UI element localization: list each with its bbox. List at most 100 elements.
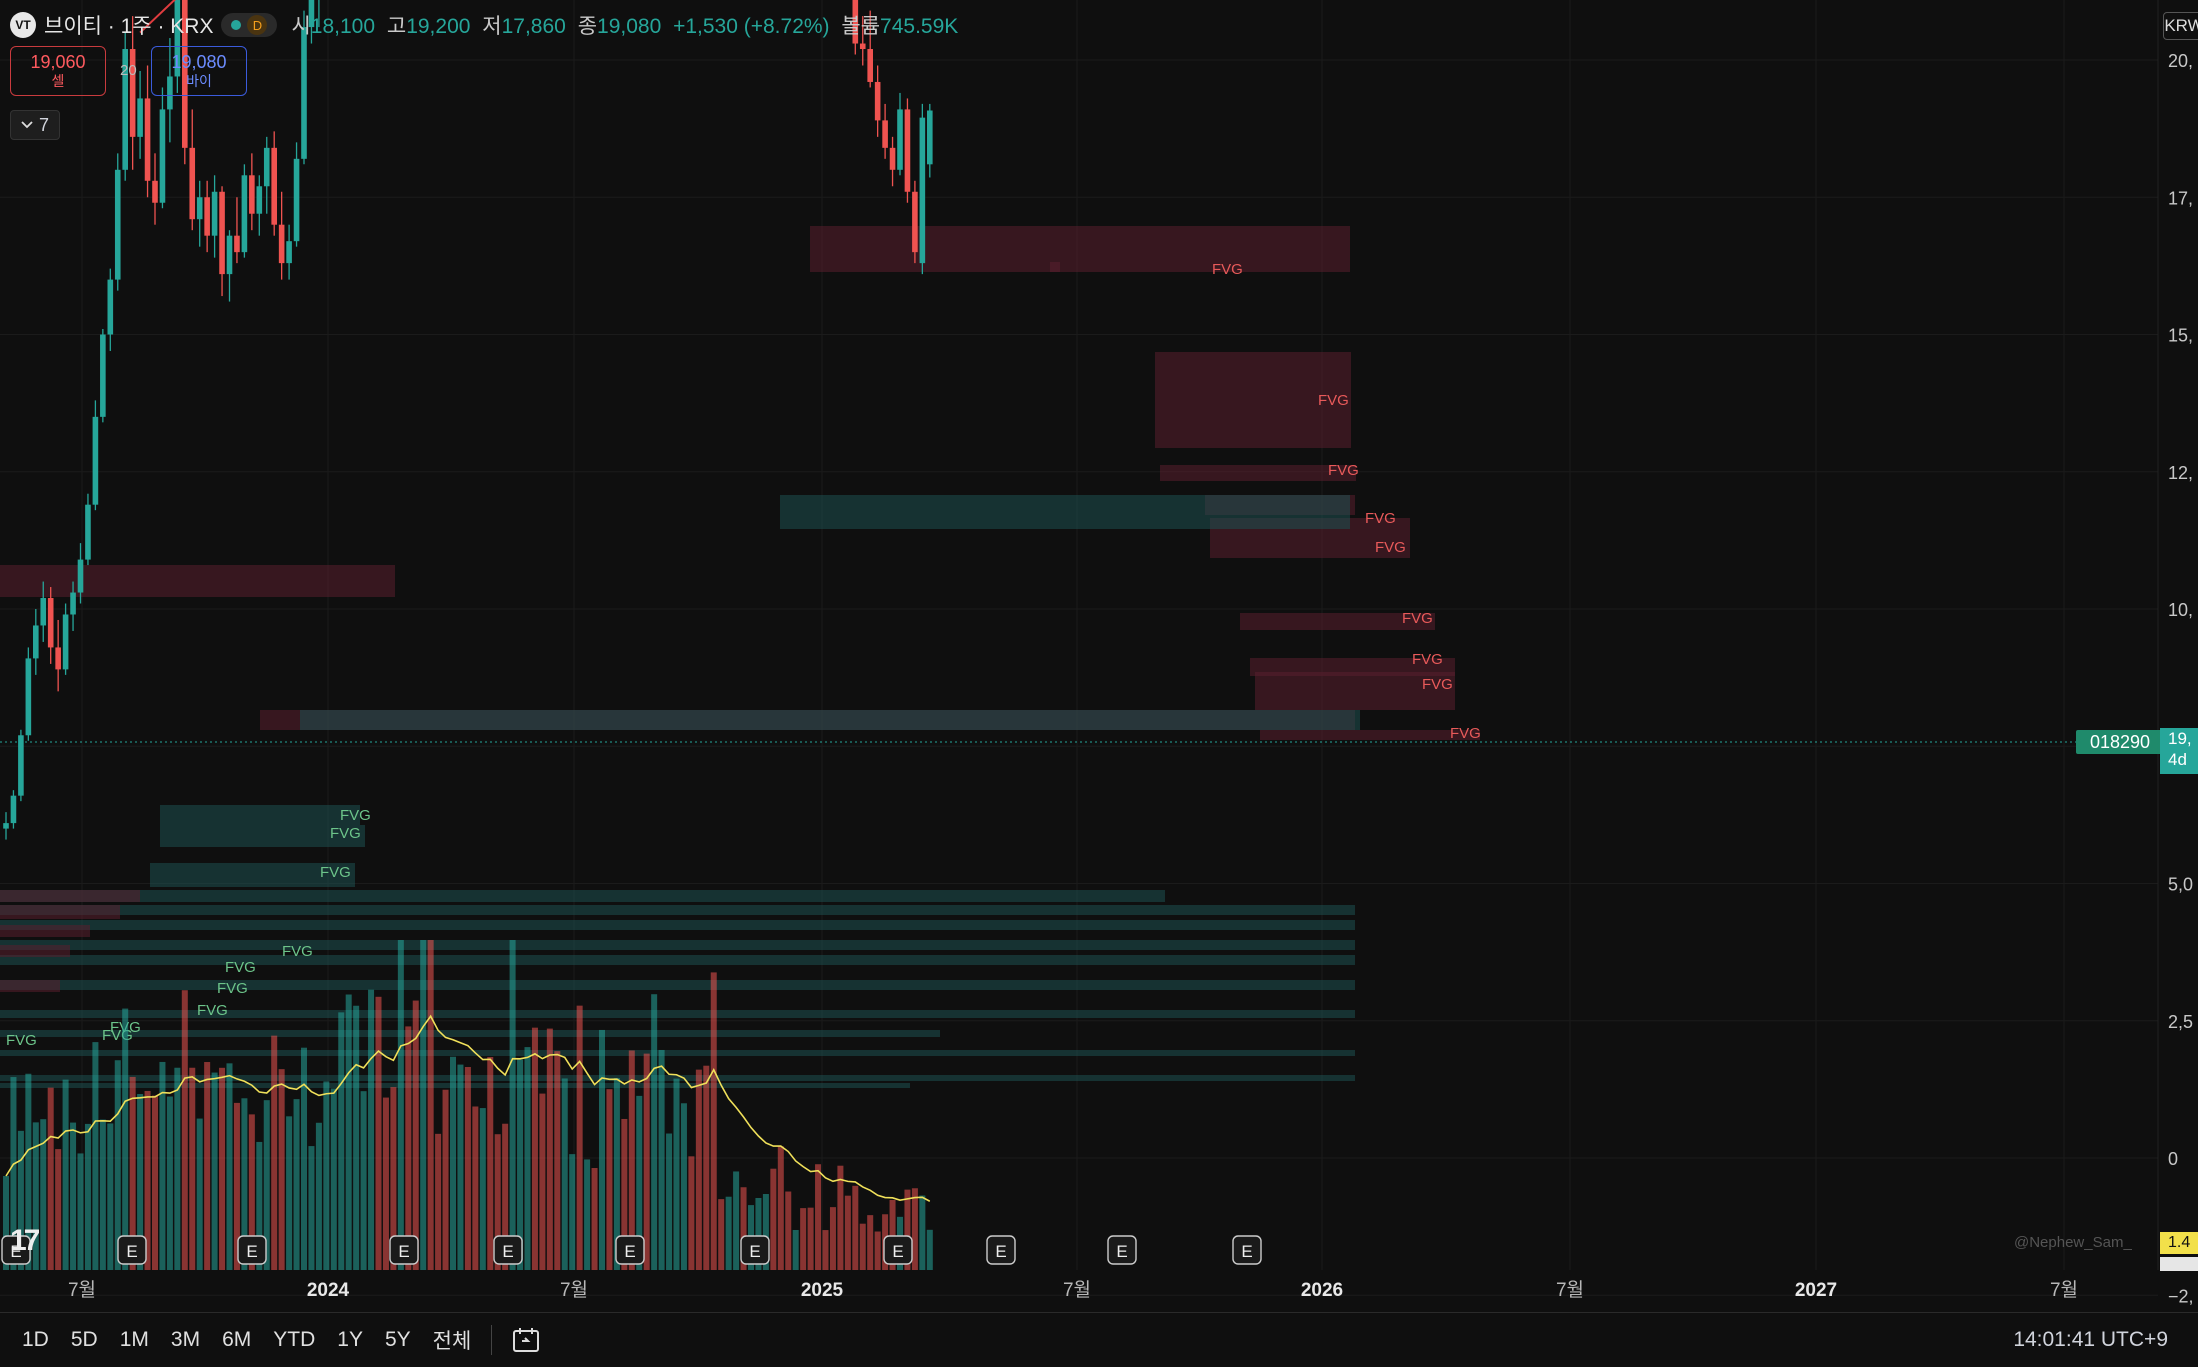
earnings-marker[interactable] (986, 1235, 1016, 1265)
time-axis[interactable]: 7월 2024 7월 2025 7월 2026 7월 2027 7월 (68, 1279, 2078, 1301)
price-tick-label: −2, (2168, 1286, 2194, 1306)
range-5d[interactable]: 5D (70, 1328, 98, 1351)
volume-bar (658, 1049, 665, 1270)
market-status-pill[interactable]: D (221, 13, 278, 37)
volume-bar (666, 1133, 673, 1270)
volume-bar (271, 1035, 278, 1270)
candle-body (167, 76, 173, 110)
chevron-down-icon (21, 121, 33, 129)
range-5y[interactable]: 5Y (384, 1328, 411, 1351)
volume-bar (889, 1199, 896, 1270)
volume-bar (32, 1122, 39, 1270)
volume-bar (628, 1050, 635, 1270)
earnings-marker[interactable] (883, 1235, 913, 1265)
sell-button[interactable]: 19,060 셀 (10, 46, 106, 96)
fvg-label: FVG (1450, 725, 1481, 742)
indicators-toggle[interactable]: 7 (10, 110, 60, 140)
earnings-marker[interactable] (389, 1235, 419, 1265)
volume-bar (673, 1078, 680, 1270)
bull-fvg-zone (0, 1050, 1355, 1056)
candle-body (47, 598, 54, 648)
candle-body (204, 197, 210, 236)
interval-badge: D (247, 15, 268, 35)
earnings-marker-label: E (892, 1242, 903, 1261)
candle-body (241, 175, 248, 253)
volume-bar (77, 1153, 84, 1270)
candle-body (912, 191, 918, 253)
time-tick-label: 7월 (2050, 1279, 2078, 1301)
fvg-label: FVG (1365, 510, 1396, 527)
bear-fvg-zone (1260, 730, 1480, 740)
range-6m[interactable]: 6M (222, 1328, 252, 1351)
volume-bar (40, 1119, 47, 1270)
volume-bar (621, 1118, 628, 1270)
toolbar-divider (491, 1325, 493, 1355)
earnings-marker[interactable] (740, 1235, 770, 1265)
volume-bar (524, 1047, 531, 1270)
volume-bar (792, 1229, 799, 1270)
clock[interactable]: 14:01:41 UTC+9 (2013, 1328, 2168, 1351)
bull-fvg-zone (150, 863, 355, 887)
earnings-marker[interactable] (1232, 1235, 1262, 1265)
range-3m[interactable]: 3M (170, 1328, 201, 1351)
volume-bar (420, 940, 427, 1270)
candle-body (256, 186, 263, 214)
price-tick-label: 15, (2168, 326, 2193, 346)
volume-bar (293, 1099, 300, 1270)
volume-bar (330, 1088, 337, 1270)
earnings-marker[interactable] (493, 1235, 523, 1265)
earnings-marker[interactable] (1, 1235, 31, 1265)
volume-bar (785, 1191, 792, 1270)
volume-bar (122, 1008, 129, 1270)
range-1y[interactable]: 1Y (337, 1328, 363, 1351)
candle-body (182, 0, 188, 148)
bear-fvg-zone (0, 890, 140, 902)
volume-bar (159, 1061, 166, 1270)
volume-bar (196, 1118, 203, 1270)
volume-bar (531, 1027, 538, 1270)
volume-bar (725, 1196, 732, 1270)
candle-body (278, 224, 285, 264)
bull-fvg-zone (300, 710, 1360, 730)
earnings-marker[interactable] (237, 1235, 267, 1265)
volume-bar (584, 1159, 591, 1270)
volume-bar (710, 972, 717, 1270)
volume-tag (2160, 1257, 2198, 1271)
earnings-marker-label: E (502, 1242, 513, 1261)
low-value: 17,860 (501, 15, 566, 38)
volume-bar (92, 1042, 99, 1270)
earnings-marker[interactable] (615, 1235, 645, 1265)
range-all[interactable]: 전체 (432, 1330, 472, 1353)
symbol-title[interactable]: 브이티 · 1주 · KRX (44, 15, 214, 38)
volume-bar (241, 1098, 248, 1270)
price-tick-label: 12, (2168, 463, 2193, 483)
time-tick-label: 7월 (68, 1279, 96, 1301)
tradingview-logo[interactable]: 17 (10, 1224, 40, 1257)
earnings-marker-label: E (1116, 1242, 1127, 1261)
open-value: 18,100 (310, 15, 376, 38)
buy-button[interactable]: 19,080 바이 (151, 46, 247, 96)
volume-bar (546, 1028, 553, 1270)
last-price-line1: 19, (2168, 729, 2192, 748)
range-1d[interactable]: 1D (22, 1328, 49, 1351)
volume-bar (606, 1089, 613, 1270)
candle-body (114, 169, 121, 280)
candlesticks[interactable] (3, 0, 933, 840)
bear-fvg-zone (1050, 262, 1060, 272)
volume-bar (435, 1133, 442, 1270)
calendar-goto-icon[interactable] (512, 1327, 540, 1353)
volume-bar (338, 1012, 345, 1270)
earnings-marker[interactable] (117, 1235, 147, 1265)
volume-bar (822, 1230, 829, 1270)
bull-fvg-zone (0, 1010, 1355, 1018)
fvg-label: FVG (1212, 261, 1243, 278)
range-ytd[interactable]: YTD (273, 1328, 316, 1351)
candle-body (882, 120, 888, 148)
range-1m[interactable]: 1M (119, 1328, 149, 1351)
volume-bar (807, 1207, 814, 1270)
currency-button[interactable]: KRW (2163, 12, 2198, 40)
candle-body (70, 592, 76, 615)
earnings-marker[interactable] (1107, 1235, 1137, 1265)
